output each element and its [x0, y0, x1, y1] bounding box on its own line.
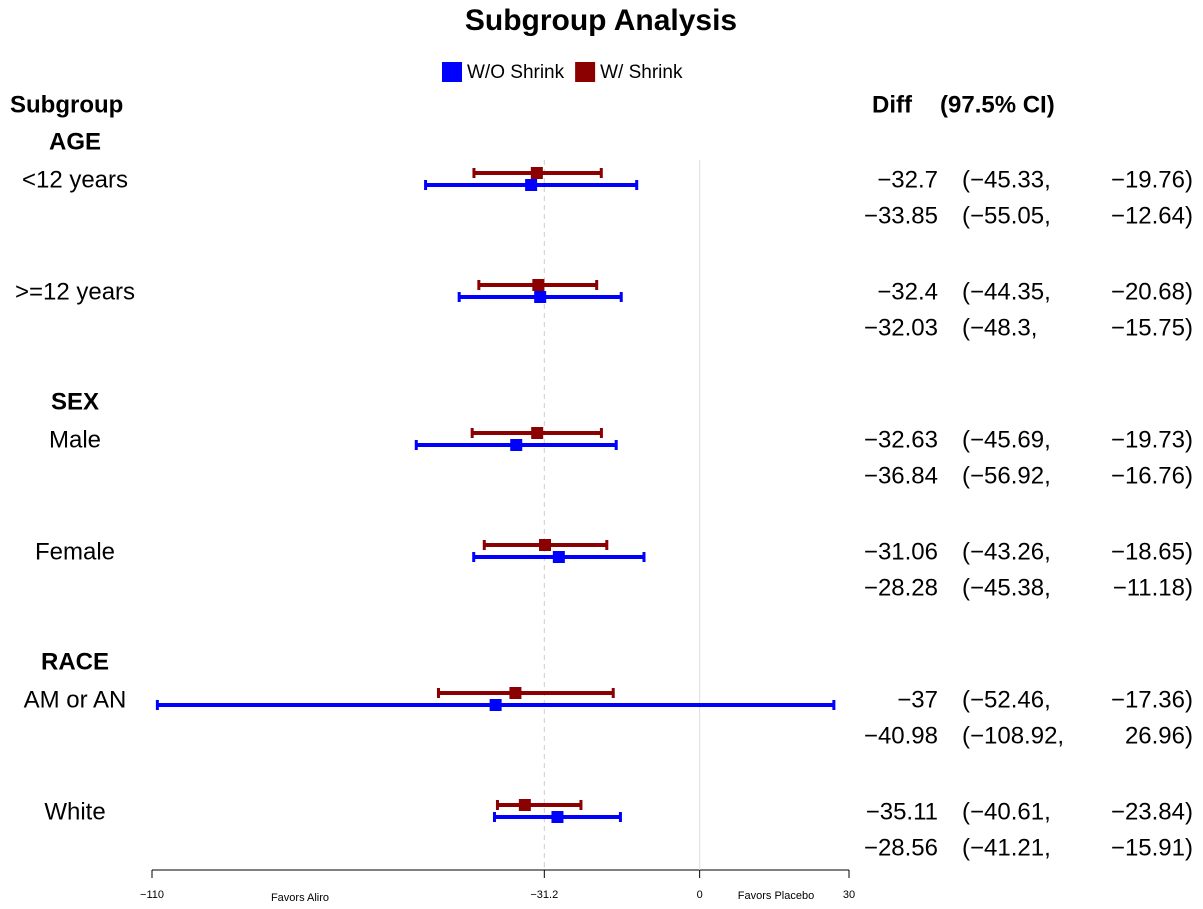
- estimate-marker: [510, 439, 523, 451]
- ci-lower-label: (−48.3,: [962, 314, 1037, 341]
- ci-lower-label: (−44.35,: [962, 278, 1051, 305]
- column-header: Diff: [872, 91, 913, 118]
- subgroup-label: <12 years: [22, 166, 128, 193]
- ci-upper-label: −19.76): [1111, 166, 1193, 193]
- estimate-marker: [531, 427, 544, 439]
- axis-annotation: Favors Placebo: [738, 890, 814, 902]
- diff-label: −32.7: [877, 166, 938, 193]
- ci-upper-label: 26.96): [1125, 722, 1193, 749]
- ci-upper-label: −15.91): [1111, 834, 1193, 861]
- subgroup-label: >=12 years: [15, 278, 135, 305]
- column-header: Subgroup: [10, 91, 123, 118]
- estimate-marker: [551, 811, 564, 823]
- x-tick-label: 0: [697, 889, 703, 901]
- diff-label: −31.06: [864, 538, 938, 565]
- ci-upper-label: −15.75): [1111, 314, 1193, 341]
- diff-label: −40.98: [864, 722, 938, 749]
- legend-label: W/O Shrink: [467, 62, 565, 83]
- diff-label: −33.85: [864, 202, 938, 229]
- estimate-marker: [509, 687, 522, 699]
- diff-label: −32.63: [864, 426, 938, 453]
- group-label: RACE: [41, 648, 109, 675]
- diff-label: −28.56: [864, 834, 938, 861]
- ci-upper-label: −17.36): [1111, 686, 1193, 713]
- estimate-marker: [534, 291, 547, 303]
- subgroup-label: Female: [35, 538, 115, 565]
- subgroup-label: AM or AN: [24, 686, 127, 713]
- ci-upper-label: −19.73): [1111, 426, 1193, 453]
- ci-lower-label: (−45.69,: [962, 426, 1051, 453]
- legend-label: W/ Shrink: [600, 62, 683, 83]
- subgroup-label: White: [44, 798, 105, 825]
- estimate-marker: [552, 551, 565, 563]
- diff-label: −28.28: [864, 574, 938, 601]
- chart-title: Subgroup Analysis: [465, 4, 737, 37]
- ci-lower-label: (−41.21,: [962, 834, 1051, 861]
- diff-label: −35.11: [866, 798, 938, 825]
- column-header: (97.5% CI): [940, 91, 1055, 118]
- legend-swatch: [442, 62, 462, 82]
- x-tick-label: 30: [843, 889, 855, 901]
- ci-upper-label: −12.64): [1111, 202, 1193, 229]
- ci-lower-label: (−45.38,: [962, 574, 1051, 601]
- subgroup-label: Male: [49, 426, 101, 453]
- ci-lower-label: (−43.26,: [962, 538, 1051, 565]
- ci-lower-label: (−45.33,: [962, 166, 1051, 193]
- legend-swatch: [575, 62, 596, 82]
- ci-lower-label: (−55.05,: [962, 202, 1051, 229]
- diff-label: −32.03: [864, 314, 938, 341]
- axis-annotation: Favors Aliro: [271, 892, 329, 904]
- x-tick-label: −110: [140, 889, 164, 901]
- x-tick-label: −31.2: [530, 889, 558, 901]
- estimate-marker: [525, 179, 538, 191]
- diff-label: −32.4: [877, 278, 938, 305]
- group-label: AGE: [49, 128, 101, 155]
- diff-label: −37: [897, 686, 938, 713]
- estimate-marker: [532, 279, 545, 291]
- ci-lower-label: (−56.92,: [962, 462, 1051, 489]
- diff-label: −36.84: [864, 462, 938, 489]
- estimate-marker: [539, 539, 552, 551]
- ci-upper-label: −20.68): [1111, 278, 1193, 305]
- ci-upper-label: −18.65): [1111, 538, 1193, 565]
- ci-upper-label: −23.84): [1111, 798, 1193, 825]
- ci-upper-label: −11.18): [1113, 574, 1193, 601]
- estimate-marker: [489, 699, 502, 711]
- ci-lower-label: (−52.46,: [962, 686, 1051, 713]
- estimate-marker: [518, 799, 531, 811]
- group-label: SEX: [51, 388, 99, 415]
- estimate-marker: [530, 167, 543, 179]
- ci-lower-label: (−108.92,: [962, 722, 1064, 749]
- ci-lower-label: (−40.61,: [962, 798, 1051, 825]
- ci-upper-label: −16.76): [1111, 462, 1193, 489]
